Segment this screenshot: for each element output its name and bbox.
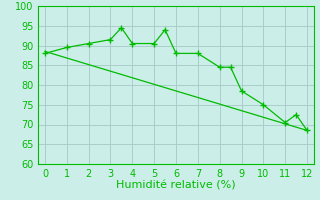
- X-axis label: Humidité relative (%): Humidité relative (%): [116, 180, 236, 190]
